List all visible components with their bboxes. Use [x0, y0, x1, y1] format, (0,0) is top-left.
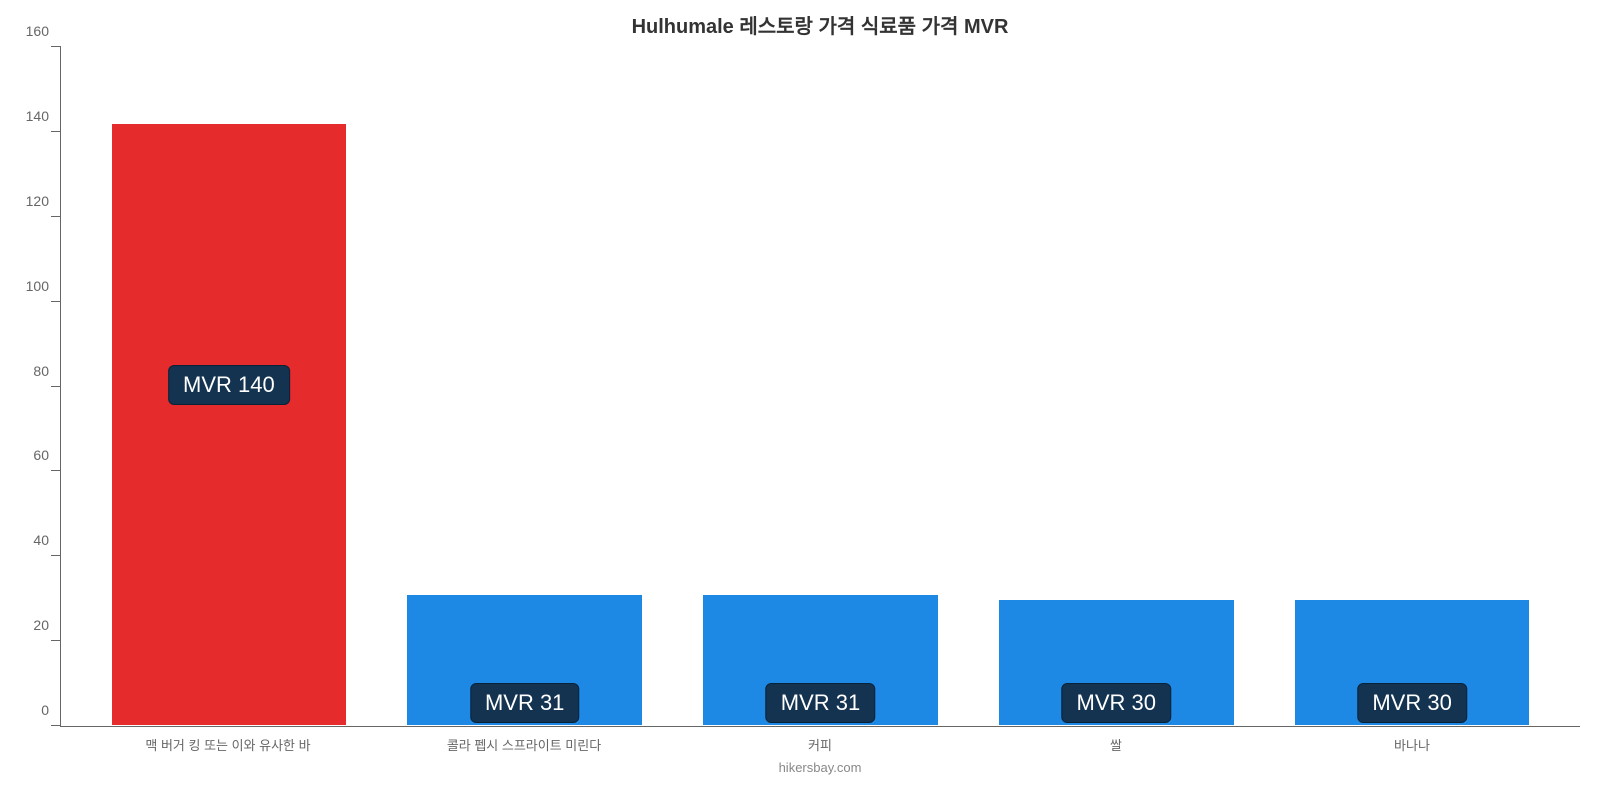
y-tick	[51, 555, 61, 556]
x-tick-label: 맥 버거 킹 또는 이와 유사한 바	[80, 735, 376, 754]
bar-slot: MVR 140	[81, 47, 377, 726]
x-axis-labels: 맥 버거 킹 또는 이와 유사한 바콜라 펩시 스프라이트 미린다커피쌀바나나	[60, 735, 1580, 754]
value-badge: MVR 30	[1357, 683, 1466, 723]
bar-slot: MVR 31	[673, 47, 969, 726]
attribution-text: hikersbay.com	[60, 760, 1580, 775]
x-tick-label: 콜라 펩시 스프라이트 미린다	[376, 735, 672, 754]
x-tick-label: 바나나	[1264, 735, 1560, 754]
y-tick	[51, 301, 61, 302]
y-tick-label: 20	[33, 617, 49, 633]
bar: MVR 30	[998, 599, 1235, 726]
y-tick-label: 160	[26, 23, 49, 39]
y-tick	[51, 640, 61, 641]
chart-container: Hulhumale 레스토랑 가격 식료품 가격 MVR MVR 140MVR …	[0, 0, 1600, 800]
y-tick	[51, 46, 61, 47]
bar: MVR 31	[702, 594, 939, 726]
y-tick-label: 100	[26, 278, 49, 294]
bar-slot: MVR 31	[377, 47, 673, 726]
y-tick-label: 80	[33, 363, 49, 379]
bar: MVR 31	[406, 594, 643, 726]
y-tick	[51, 131, 61, 132]
y-tick-label: 0	[41, 702, 49, 718]
y-tick	[51, 216, 61, 217]
y-tick	[51, 725, 61, 726]
x-tick-label: 쌀	[968, 735, 1264, 754]
y-tick-label: 140	[26, 108, 49, 124]
y-tick-label: 60	[33, 447, 49, 463]
value-badge: MVR 31	[470, 683, 579, 723]
bar: MVR 140	[111, 123, 348, 726]
bar-slot: MVR 30	[968, 47, 1264, 726]
value-badge: MVR 30	[1062, 683, 1171, 723]
value-badge: MVR 31	[766, 683, 875, 723]
y-tick	[51, 386, 61, 387]
y-tick-label: 40	[33, 532, 49, 548]
bars-row: MVR 140 MVR 31 MVR 31 MVR 30 MVR 30	[61, 47, 1580, 726]
y-tick	[51, 470, 61, 471]
plot-area: MVR 140MVR 31MVR 31MVR 30MVR 30 02040608…	[60, 47, 1580, 727]
bar-slot: MVR 30	[1264, 47, 1560, 726]
value-badge: MVR 140	[168, 365, 290, 405]
y-tick-label: 120	[26, 193, 49, 209]
chart-title: Hulhumale 레스토랑 가격 식료품 가격 MVR	[60, 10, 1580, 39]
bar: MVR 30	[1294, 599, 1531, 726]
x-tick-label: 커피	[672, 735, 968, 754]
